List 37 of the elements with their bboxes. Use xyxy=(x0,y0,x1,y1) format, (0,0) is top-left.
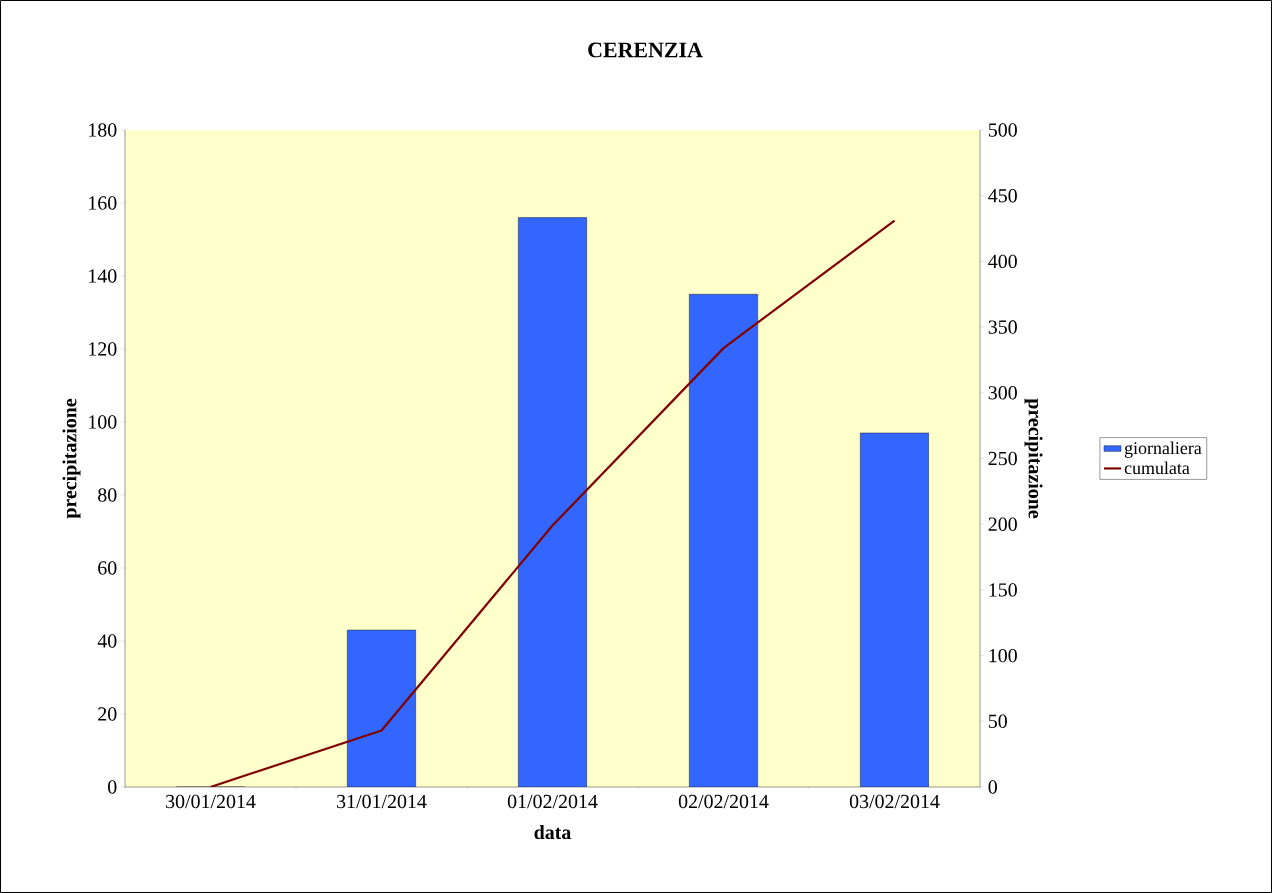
y-tick-label: 180 xyxy=(89,123,117,137)
y-tick-label: 60 xyxy=(98,561,117,575)
chart-title: CERENZIA xyxy=(588,42,703,58)
y-tick-label: 0 xyxy=(108,780,117,794)
bar xyxy=(860,432,929,787)
bar xyxy=(347,630,416,787)
x-axis-title: data xyxy=(534,825,572,840)
y2-tick-label: 100 xyxy=(989,648,1017,663)
y-tick-label: 40 xyxy=(97,634,117,648)
y-axis-title: precipitazione xyxy=(62,398,81,519)
y2-tick-label: 0 xyxy=(988,780,997,794)
y-tick-label: 80 xyxy=(98,488,117,502)
x-tick-label: 03/02/2014 xyxy=(849,794,940,809)
legend-label: giornaliera xyxy=(1124,441,1202,458)
y2-tick-label: 450 xyxy=(988,188,1017,203)
x-tick-label: 30/01/2014 xyxy=(166,794,256,809)
y2-tick-label: 150 xyxy=(989,583,1017,597)
legend-label: cumulata xyxy=(1124,461,1190,475)
line-series xyxy=(209,219,896,787)
y2-tick-label: 200 xyxy=(988,517,1017,531)
y-tick-label: 120 xyxy=(89,342,117,356)
x-tick-label: 01/02/2014 xyxy=(507,794,598,809)
y-tick-label: 20 xyxy=(98,707,117,721)
y-tick-label: 100 xyxy=(89,415,117,429)
bar xyxy=(518,217,587,787)
y2-tick-label: 50 xyxy=(988,714,1007,729)
bar xyxy=(689,294,758,787)
y2-tick-label: 350 xyxy=(988,320,1017,334)
x-tick-label: 31/01/2014 xyxy=(337,794,427,809)
y2-tick-label: 300 xyxy=(988,386,1017,400)
y-tick-label: 160 xyxy=(89,196,117,210)
y2-tick-label: 400 xyxy=(988,254,1017,269)
y2-tick-label: 250 xyxy=(988,451,1017,466)
y2-axis-title: precipitazione xyxy=(1024,398,1043,519)
x-tick-label: 02/02/2014 xyxy=(678,794,769,809)
y2-tick-label: 500 xyxy=(988,123,1017,137)
y-tick-label: 140 xyxy=(89,269,117,283)
